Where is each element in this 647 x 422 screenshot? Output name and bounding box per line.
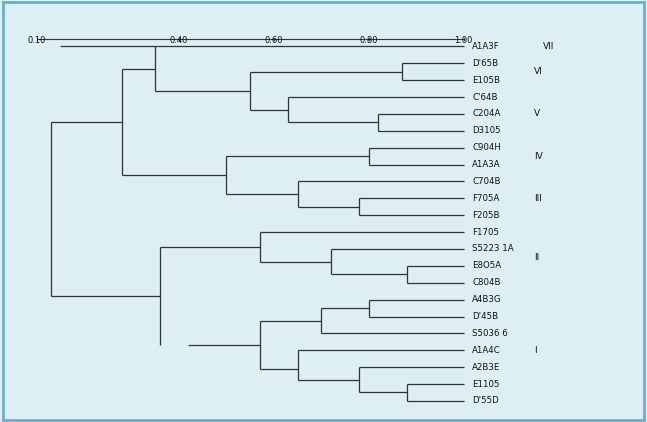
Text: F1705: F1705	[472, 227, 499, 237]
Text: D'55D: D'55D	[472, 396, 499, 406]
Text: I: I	[534, 346, 537, 355]
Text: C204A: C204A	[472, 109, 501, 119]
Text: C704B: C704B	[472, 177, 501, 186]
Text: A4B3G: A4B3G	[472, 295, 502, 304]
Text: C'64B: C'64B	[472, 92, 498, 102]
Text: 0.10: 0.10	[27, 36, 46, 46]
Text: A2B3E: A2B3E	[472, 362, 501, 372]
Text: 0.80: 0.80	[360, 36, 378, 46]
Text: D'65B: D'65B	[472, 59, 498, 68]
Text: A1A4C: A1A4C	[472, 346, 501, 355]
Text: C804B: C804B	[472, 278, 501, 287]
Text: E1105: E1105	[472, 379, 500, 389]
Text: S5036 6: S5036 6	[472, 329, 508, 338]
Text: S5223 1A: S5223 1A	[472, 244, 514, 254]
Text: 0.60: 0.60	[265, 36, 283, 46]
Text: C904H: C904H	[472, 143, 501, 152]
Text: VII: VII	[543, 42, 554, 51]
Text: D'45B: D'45B	[472, 312, 498, 321]
Text: V: V	[534, 109, 540, 119]
Text: 0.40: 0.40	[170, 36, 188, 46]
Text: A1A3A: A1A3A	[472, 160, 501, 169]
Text: II: II	[534, 253, 540, 262]
Text: E8O5A: E8O5A	[472, 261, 501, 271]
Text: A1A3F: A1A3F	[472, 42, 500, 51]
Text: E105B: E105B	[472, 76, 500, 85]
Text: 1.00: 1.00	[455, 36, 473, 46]
Text: D3105: D3105	[472, 126, 501, 135]
Text: III: III	[534, 194, 542, 203]
Text: IV: IV	[534, 151, 543, 161]
Text: F705A: F705A	[472, 194, 499, 203]
Text: F205B: F205B	[472, 211, 500, 220]
Text: VI: VI	[534, 67, 543, 76]
